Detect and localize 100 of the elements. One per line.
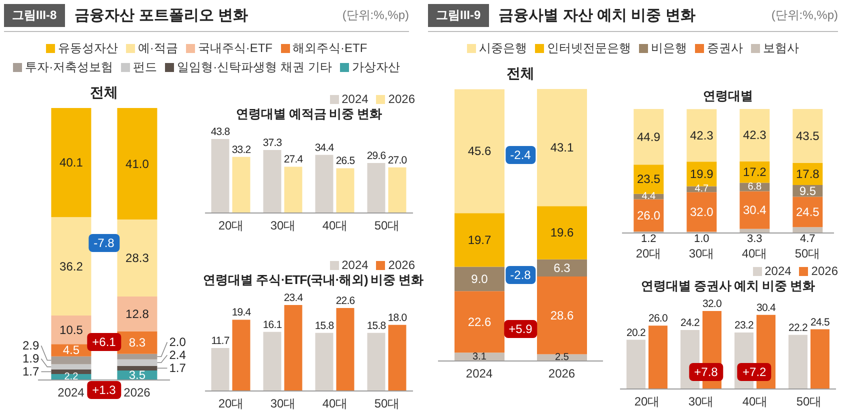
- data-label: 19.4: [232, 306, 252, 319]
- data-label: 32.0: [702, 298, 722, 310]
- text: 그림III-8: [4, 4, 65, 26]
- data-label: 40.1: [60, 156, 84, 170]
- data-label: 6.8: [748, 181, 762, 192]
- data-label: 34.4: [314, 142, 334, 154]
- chart-title: 금융자산 포트폴리오 변화: [74, 6, 248, 24]
- data-label: 29.6: [366, 150, 386, 162]
- data-label: 10.5: [60, 322, 84, 337]
- data-label: 26.5: [336, 155, 356, 168]
- data-label: 3.3: [747, 233, 762, 245]
- chart-title: 연령대별 예적금 비중 변화: [234, 106, 384, 123]
- data-label: 42.3: [742, 128, 767, 142]
- data-label: 18.0: [388, 312, 408, 324]
- annotation: -7.8: [88, 234, 120, 252]
- x-tick-label: 40대: [322, 396, 348, 411]
- data-label: 19.7: [468, 232, 492, 247]
- data-label: 33.2: [232, 144, 252, 156]
- data-label: 24.5: [796, 204, 820, 219]
- data-label: 2.5: [555, 352, 570, 364]
- data-label: 3.5: [128, 368, 146, 382]
- chart-title: 연령대별 증권사 예치 비중 변화: [640, 278, 816, 295]
- data-label: 20.2: [626, 326, 646, 339]
- legend-label: 2024: [340, 258, 368, 272]
- legend-label: 투자·저축성보험: [24, 59, 114, 76]
- text: (단위:%,%p): [342, 6, 409, 24]
- annotation: +5.9: [504, 320, 538, 338]
- data-label: 2.2: [64, 372, 79, 383]
- legend-label: 2026: [387, 258, 415, 272]
- data-label: 15.8: [314, 320, 334, 332]
- data-label: 3.1: [472, 351, 487, 362]
- data-label: 1.7: [22, 364, 40, 379]
- data-label: 26.0: [636, 208, 661, 222]
- data-label: 45.6: [468, 144, 492, 158]
- data-label: 2.4: [169, 348, 186, 362]
- data-label: 36.2: [60, 259, 84, 274]
- data-label: 1.0: [694, 233, 710, 245]
- data-label: 28.6: [550, 308, 574, 322]
- data-label: 17.2: [742, 165, 767, 180]
- data-label: 24.5: [810, 316, 830, 328]
- legend-label: 예·적금: [136, 40, 178, 57]
- data-label: 30.4: [742, 203, 767, 218]
- data-label: 8.3: [128, 336, 146, 350]
- data-label: 19.9: [690, 166, 714, 181]
- data-label: 15.8: [366, 320, 386, 332]
- data-label: 22.6: [468, 314, 492, 329]
- data-label: 22.6: [336, 294, 356, 307]
- data-label: 4.5: [62, 343, 80, 358]
- text: +1.3: [87, 381, 121, 399]
- data-label: 2.0: [169, 335, 186, 350]
- annotation: +7.2: [738, 362, 772, 381]
- data-label: 6.3: [554, 260, 571, 275]
- data-label: 32.0: [690, 204, 714, 219]
- legend-label: 해외주식·ETF: [292, 40, 368, 57]
- chart-title: 연령대별: [702, 88, 754, 105]
- data-label: 9.5: [799, 184, 816, 198]
- data-label: 43.1: [550, 140, 574, 155]
- data-label: 1.2: [641, 233, 656, 245]
- legend-label: 펀드: [132, 59, 158, 76]
- data-label: 26.0: [648, 312, 668, 325]
- x-tick-label: 30대: [270, 218, 296, 233]
- data-label: 17.8: [796, 166, 820, 181]
- annotation: -2.8: [505, 266, 536, 284]
- data-label: 1.9: [22, 352, 40, 366]
- x-tick-label: 20대: [218, 218, 244, 233]
- chart-title: 연령대별 주식·ETF(국내·해외) 비중 변화: [203, 272, 424, 289]
- legend-label: 보험사: [762, 40, 799, 57]
- chart-subtitle: 전체: [89, 84, 119, 102]
- data-label: 27.0: [388, 154, 408, 166]
- annotation: +7.8: [689, 362, 723, 381]
- data-label: 23.2: [734, 319, 754, 332]
- annotation: -2.4: [505, 146, 536, 164]
- data-label: 12.8: [126, 306, 150, 321]
- legend-label: 비은행: [650, 40, 687, 57]
- legend-label: 2024: [340, 92, 368, 106]
- x-tick-label: 40대: [742, 394, 768, 409]
- data-label: 4.7: [800, 233, 816, 245]
- data-label: 42.3: [690, 128, 714, 142]
- legend-label: 유동성자산: [56, 40, 118, 57]
- data-label: 37.3: [262, 136, 282, 149]
- data-label: 16.1: [262, 318, 282, 331]
- legend-label: 2026: [810, 264, 838, 278]
- data-label: 24.2: [680, 317, 700, 330]
- data-label: 41.0: [126, 156, 150, 171]
- data-label: 4.7: [694, 184, 710, 195]
- x-tick-label: 20대: [218, 396, 244, 411]
- x-tick-label: 50대: [374, 218, 400, 233]
- legend-label: 2026: [387, 92, 415, 106]
- legend-label: 가상자산: [350, 59, 400, 76]
- data-label: 22.2: [788, 322, 808, 334]
- data-label: 27.4: [284, 154, 304, 166]
- data-label: 1.7: [169, 361, 186, 376]
- data-label: 23.4: [284, 292, 304, 304]
- data-label: 43.5: [796, 128, 820, 143]
- data-label: 2.9: [22, 338, 40, 353]
- x-tick-label: 30대: [688, 246, 714, 261]
- text: 그림III-9: [428, 4, 489, 26]
- x-tick-label: 20대: [636, 246, 662, 261]
- x-tick-label: 20대: [634, 394, 660, 409]
- data-label: 9.0: [471, 272, 488, 286]
